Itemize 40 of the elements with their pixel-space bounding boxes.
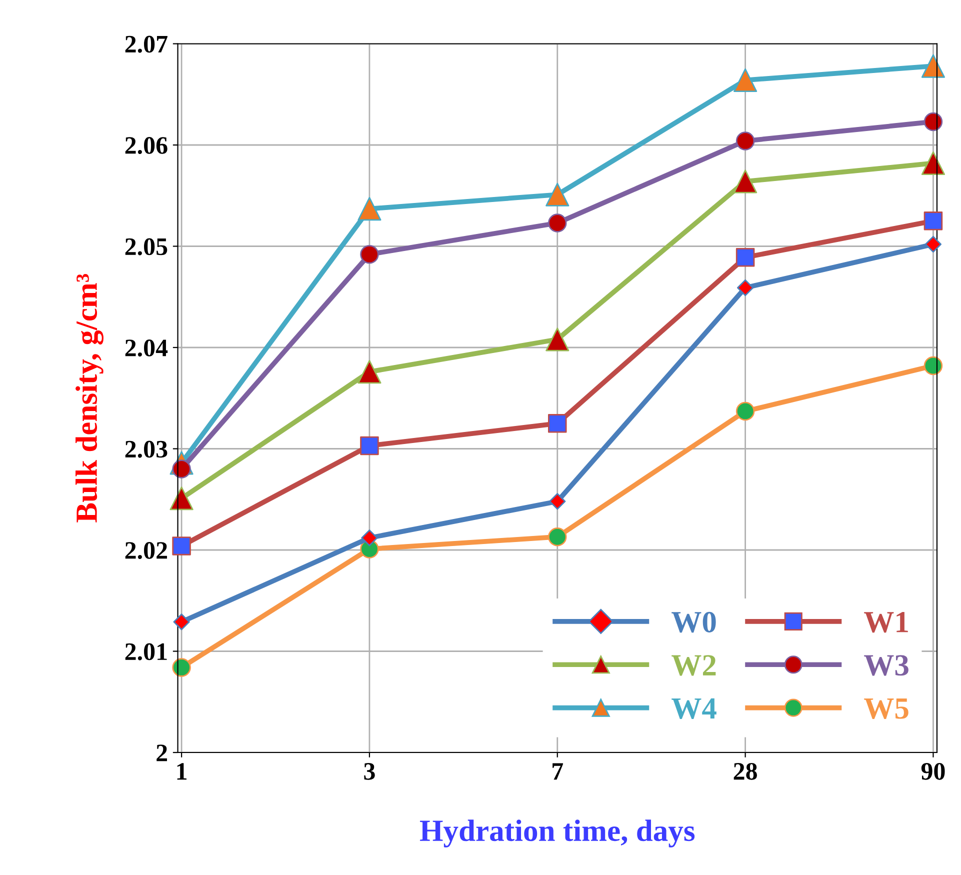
- x-tick-label: 7: [552, 763, 564, 780]
- point: [361, 530, 378, 546]
- point: [546, 328, 570, 352]
- legend-label: W4: [672, 698, 716, 719]
- point: [548, 414, 567, 433]
- y-tick-label: 2.02: [125, 542, 167, 560]
- point: [170, 486, 194, 510]
- point: [172, 536, 191, 556]
- x-tick-label: 3: [364, 763, 375, 780]
- point: [549, 493, 566, 510]
- point: [736, 248, 755, 267]
- point: [173, 614, 190, 630]
- point: [358, 196, 382, 221]
- legend-label: W0: [672, 612, 716, 633]
- y-tick-label: 2.04: [125, 340, 168, 357]
- y-tick-label: 2.07: [125, 36, 168, 53]
- point: [736, 279, 754, 296]
- y-tick-label: 2.05: [125, 238, 168, 256]
- y-tick-label: 2: [156, 744, 167, 762]
- legend-label: W3: [864, 655, 908, 676]
- x-tick-label: 1: [177, 763, 186, 780]
- point: [733, 68, 758, 92]
- point: [921, 54, 946, 78]
- x-tick-label: 28: [734, 762, 757, 780]
- legend-label: W2: [672, 655, 716, 676]
- x-tick-label: 90: [921, 762, 945, 780]
- y-tick-label: 2.06: [125, 137, 168, 154]
- point: [360, 436, 379, 456]
- y-tick-label: 2.01: [125, 643, 167, 660]
- point: [733, 170, 758, 194]
- legend-label: W5: [864, 698, 908, 719]
- point: [924, 236, 942, 253]
- point: [358, 360, 382, 384]
- y-tick-label: 2.03: [125, 440, 168, 458]
- y-axis-title: Bulk density, g/cm³: [76, 274, 104, 522]
- legend-label: W1: [864, 612, 908, 633]
- x-axis-title: Hydration time, days: [420, 820, 695, 848]
- point: [924, 212, 943, 230]
- point: [921, 151, 946, 176]
- point: [546, 182, 570, 206]
